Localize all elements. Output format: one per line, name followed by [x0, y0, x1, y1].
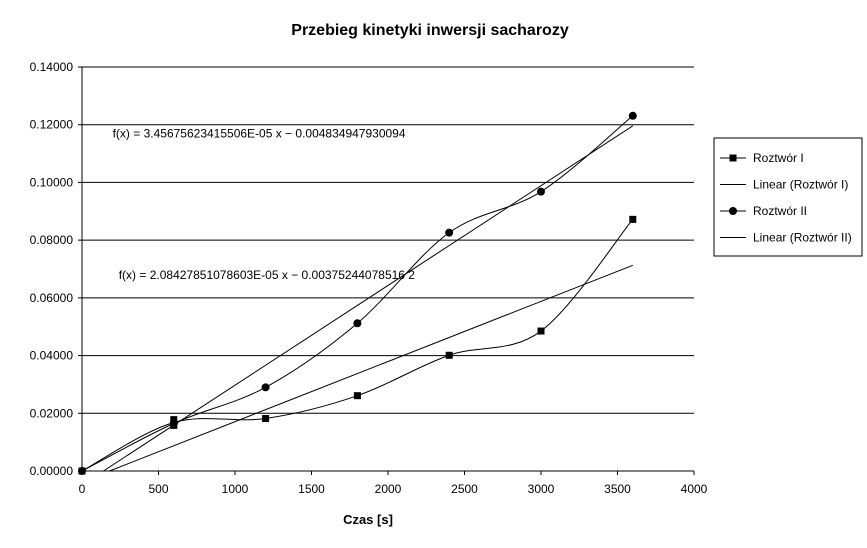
data-points: [78, 111, 637, 475]
point-roztwor-2: [261, 383, 270, 392]
x-axis-label: Czas [s]: [343, 512, 393, 527]
trendline-equation-1: f(x) = 3.45675623415506E-05 x − 0.004834…: [113, 127, 406, 141]
x-tick-label: 4000: [681, 482, 708, 496]
y-tick-labels: 0.00000 0.02000 0.04000 0.06000 0.08000 0.100…: [30, 60, 74, 478]
legend-label: Linear (Roztwór I): [753, 178, 848, 192]
legend-label: Roztwór I: [753, 151, 804, 165]
y-tick-label: 0.06000: [30, 291, 74, 305]
chart-title: Przebieg kinetyki inwersji sacharozy: [291, 22, 569, 39]
y-tick-label: 0.00000: [30, 464, 74, 478]
point-roztwor-1: [537, 327, 545, 335]
x-tick-label: 3500: [604, 482, 631, 496]
legend: Roztwór I Linear (Roztwór I) Roztwór II Lin…: [713, 137, 863, 257]
y-tick-label: 0.02000: [30, 406, 74, 420]
trendline-2: [103, 125, 634, 472]
point-roztwor-2: [78, 467, 86, 475]
trendline-equation-2: f(x) = 2.08427851078603E-05 x − 0.003752…: [119, 268, 416, 282]
y-tick-label: 0.12000: [30, 118, 74, 132]
point-roztwor-1: [262, 414, 270, 422]
x-tick-label: 1500: [298, 482, 325, 496]
y-tick-label: 0.14000: [30, 60, 74, 74]
x-tick-label: 3000: [528, 482, 555, 496]
x-tick-label: 2000: [375, 482, 402, 496]
x-tick-label: 1000: [222, 482, 249, 496]
point-roztwor-1: [353, 392, 361, 400]
y-tick-label: 0.08000: [30, 233, 74, 247]
legend-label: Linear (Roztwór II): [753, 231, 852, 245]
point-roztwor-2: [169, 419, 178, 428]
trendline-1: [109, 264, 633, 472]
point-roztwor-2: [353, 319, 362, 328]
point-roztwor-2: [628, 111, 637, 120]
x-tick-labels: 0 500 1000 1500 2000 2500 3000 3500 4000: [79, 482, 708, 496]
point-roztwor-2: [445, 228, 454, 237]
y-tick-label: 0.04000: [30, 349, 74, 363]
x-tick-label: 2500: [451, 482, 478, 496]
trendline-equations: f(x) = 3.45675623415506E-05 x − 0.004834…: [113, 127, 416, 282]
trendlines: [103, 125, 634, 472]
point-roztwor-2: [537, 187, 545, 196]
x-tick-label: 500: [148, 482, 168, 496]
y-tick-label: 0.10000: [30, 175, 74, 189]
legend-marker-circle: [729, 207, 737, 215]
point-roztwor-1: [445, 351, 453, 359]
x-tick-label: 0: [79, 482, 86, 496]
point-roztwor-1: [629, 215, 637, 223]
legend-label: Roztwór II: [753, 204, 807, 218]
legend-marker-square: [729, 154, 737, 162]
